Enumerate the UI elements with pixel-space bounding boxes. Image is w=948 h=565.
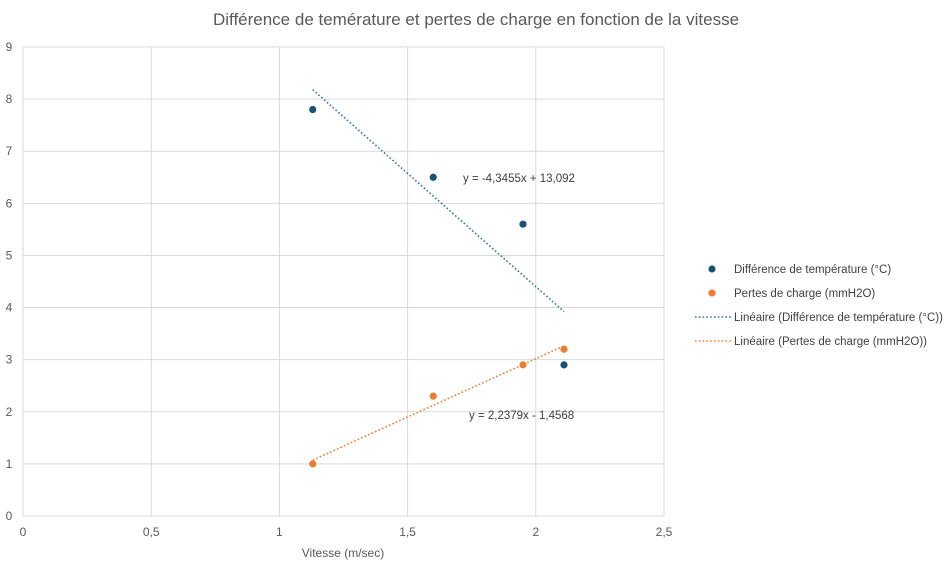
legend-label: Linéaire (Pertes de charge (mmH2O)) <box>734 336 927 348</box>
legend-marker <box>708 265 716 273</box>
trendline-equation-temperature: y = -4,3455x + 13,092 <box>463 173 575 185</box>
data-point <box>519 361 527 369</box>
y-tick-label: 8 <box>6 92 13 106</box>
x-tick-label: 2,5 <box>656 525 673 539</box>
data-point <box>309 105 317 114</box>
trendline-equations: y = -4,3455x + 13,092 y = 2,2379x - 1,456… <box>463 173 575 422</box>
x-tick-label: 1,5 <box>399 525 416 539</box>
x-tick-label: 0 <box>20 525 27 539</box>
trendlines <box>312 89 565 461</box>
y-tick-label: 4 <box>6 301 13 315</box>
x-tick-label: 1 <box>276 525 283 539</box>
y-tick-label: 0 <box>6 509 13 523</box>
y-tick-label: 3 <box>6 353 13 367</box>
data-point <box>429 392 437 400</box>
trendline-equation-pressure: y = 2,2379x - 1,4568 <box>469 410 574 422</box>
data-point <box>309 460 317 468</box>
x-tick-label: 0,5 <box>143 525 160 539</box>
chart-title: Différence de temérature et pertes de ch… <box>213 10 739 29</box>
legend: Différence de température (°C) Pertes de … <box>695 264 943 348</box>
data-point <box>560 361 568 369</box>
trendline <box>312 89 565 313</box>
legend-label: Linéaire (Différence de température (°C)… <box>734 312 943 324</box>
grid <box>22 46 665 517</box>
data-point <box>560 345 568 353</box>
y-tick-label: 1 <box>6 457 13 471</box>
x-axis-label: Vitesse (m/sec) <box>302 546 384 560</box>
legend-label: Pertes de charge (mmH2O) <box>734 288 875 300</box>
data-point <box>429 173 437 181</box>
legend-label: Différence de température (°C) <box>734 264 891 276</box>
legend-marker <box>708 289 716 297</box>
y-tick-label: 6 <box>6 196 13 210</box>
trendline <box>312 345 565 461</box>
y-tick-label: 2 <box>6 405 13 419</box>
y-tick-label: 7 <box>6 144 13 158</box>
axis-ticks: 0 0,5 1 1,5 2 2,5 0 1 2 3 4 5 6 7 8 9 <box>6 40 673 539</box>
data-points <box>309 105 568 468</box>
y-tick-label: 5 <box>6 248 13 262</box>
data-point <box>519 220 527 228</box>
x-tick-label: 2 <box>532 525 539 539</box>
y-tick-label: 9 <box>6 40 13 54</box>
